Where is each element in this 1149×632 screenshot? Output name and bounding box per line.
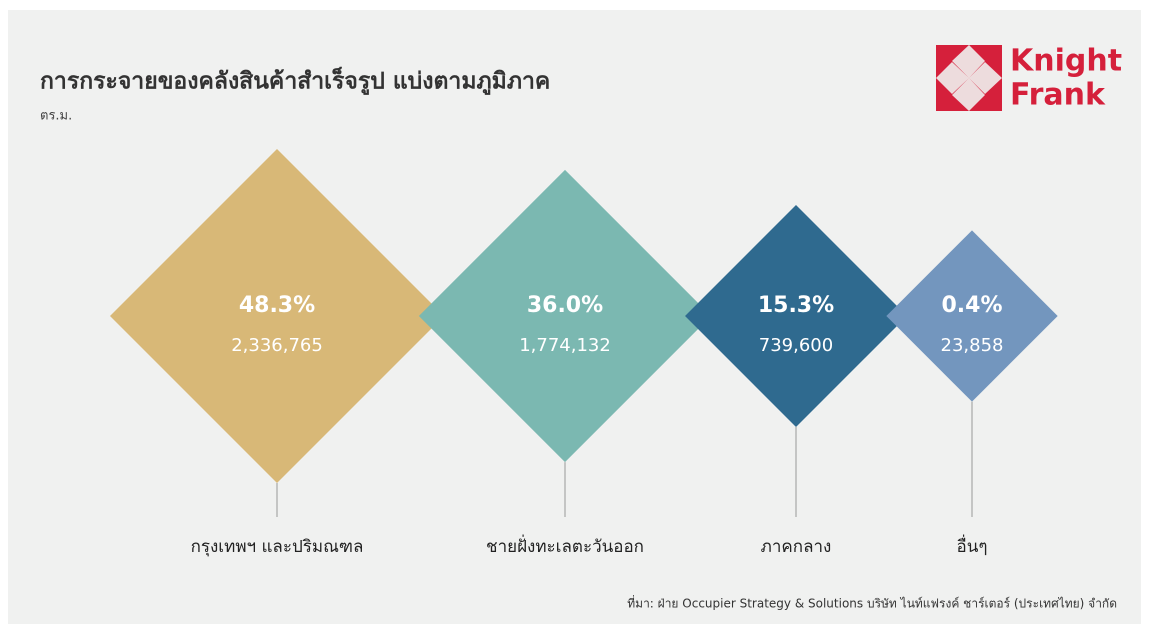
logo-text: Frank — [1010, 78, 1106, 113]
logo-text: Knight — [1010, 44, 1122, 79]
category-label: อื่นๆ — [957, 534, 988, 557]
diamond — [110, 149, 444, 483]
value-label: 48.3% — [239, 293, 315, 318]
diamond — [886, 230, 1058, 402]
area-label: 23,858 — [941, 335, 1004, 356]
category-label: ภาคกลาง — [761, 537, 832, 557]
area-label: 2,336,765 — [231, 335, 323, 356]
logo: Knight Frank — [936, 44, 1122, 113]
value-label: 36.0% — [527, 293, 603, 318]
logo-pattern — [936, 45, 1002, 111]
area-label: 739,600 — [759, 335, 833, 356]
diamond — [418, 169, 712, 463]
area-label: 1,774,132 — [519, 335, 611, 356]
category-label: ชายฝั่งทะเลตะวันออก — [486, 534, 644, 557]
category-label: กรุงเทพฯ และปริมณฑล — [191, 537, 364, 557]
subtitle: ตร.ม. — [40, 109, 72, 124]
value-label: 0.4% — [941, 293, 1002, 318]
source: ที่มา: ฝ่าย Occupier Strategy & Solution… — [627, 595, 1117, 611]
diamond — [685, 205, 907, 427]
chart-title: การกระจายของคลังสินค้าสำเร็จรูป แบ่งตามภ… — [40, 66, 550, 96]
value-label: 15.3% — [758, 293, 834, 318]
